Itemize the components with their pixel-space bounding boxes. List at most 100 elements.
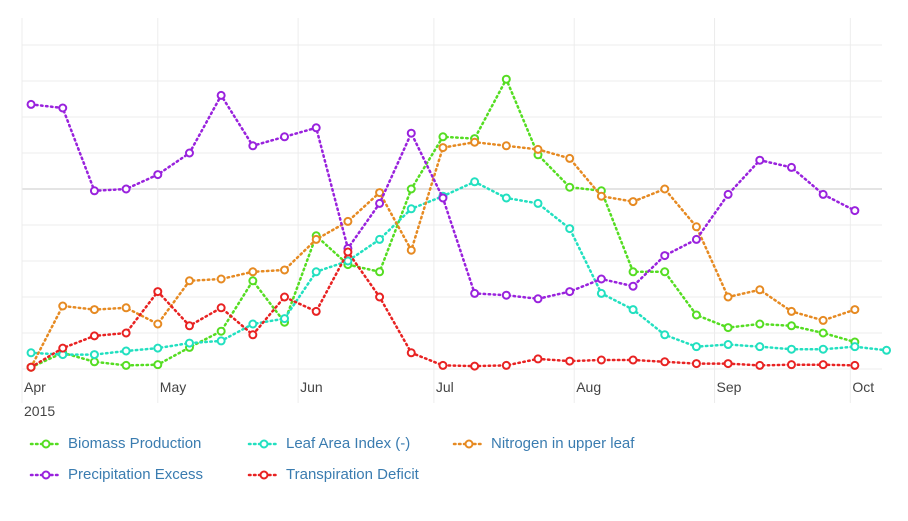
legend-item-biomass-production[interactable]: Biomass Production: [28, 435, 246, 452]
data-point: [786, 344, 796, 354]
data-point: [755, 285, 765, 295]
legend: Biomass Production Leaf Area Index (-) N…: [28, 428, 888, 490]
legend-item-transpiration-deficit[interactable]: Transpiration Deficit: [246, 466, 451, 483]
data-point: [248, 267, 258, 277]
data-point: [343, 247, 353, 257]
series-leaf-area-index: [26, 177, 892, 360]
data-point: [628, 355, 638, 365]
data-point: [786, 306, 796, 316]
data-point: [786, 360, 796, 370]
data-point: [121, 184, 131, 194]
data-point: [565, 182, 575, 192]
x-tick-label: Jun: [300, 379, 323, 395]
data-point: [121, 328, 131, 338]
x-tick-label: Apr: [24, 379, 46, 395]
data-point: [501, 290, 511, 300]
data-point: [184, 338, 194, 348]
data-point: [723, 292, 733, 302]
data-point: [691, 310, 701, 320]
series-nitrogen-in-upper-leaf: [26, 137, 860, 372]
data-point: [406, 348, 416, 358]
x-tick-label: Jul: [436, 379, 454, 395]
data-point: [58, 103, 68, 113]
series-precipitation-excess: [26, 90, 860, 304]
x-tick-label: Sep: [717, 379, 742, 395]
data-point: [153, 287, 163, 297]
data-point: [596, 355, 606, 365]
data-point: [850, 342, 860, 352]
legend-swatch-marker: [41, 439, 51, 448]
data-point: [375, 292, 385, 302]
data-point: [311, 234, 321, 244]
data-point: [153, 343, 163, 353]
data-point: [375, 234, 385, 244]
data-point: [691, 222, 701, 232]
data-point: [818, 328, 828, 338]
x-axis: Apr 2015 May Jun Jul Aug Sep Oct: [24, 379, 874, 419]
data-point: [660, 357, 670, 367]
data-point: [121, 360, 131, 370]
data-point: [660, 330, 670, 340]
data-point: [438, 143, 448, 153]
series-layer: [26, 74, 892, 372]
data-point: [723, 340, 733, 350]
data-point: [691, 342, 701, 352]
legend-item-precipitation-excess[interactable]: Precipitation Excess: [28, 466, 246, 483]
data-point: [438, 193, 448, 203]
data-point: [850, 206, 860, 216]
legend-swatch-biomass-production: [29, 439, 63, 448]
data-point: [660, 267, 670, 277]
data-point: [596, 288, 606, 298]
data-point: [280, 265, 290, 275]
data-point: [280, 132, 290, 142]
data-point: [565, 287, 575, 297]
data-point: [691, 234, 701, 244]
data-point: [470, 177, 480, 187]
data-point: [89, 305, 99, 315]
data-point: [818, 315, 828, 325]
legend-swatch-marker: [464, 439, 474, 448]
data-point: [533, 198, 543, 208]
data-point: [818, 189, 828, 199]
data-point: [691, 359, 701, 369]
data-point: [406, 245, 416, 255]
legend-swatch-leaf-area-index: [247, 439, 281, 448]
data-point: [58, 343, 68, 353]
data-point: [596, 191, 606, 201]
data-point: [311, 306, 321, 316]
data-point: [533, 354, 543, 364]
data-point: [628, 267, 638, 277]
legend-swatch-nitrogen-in-upper-leaf: [452, 439, 486, 448]
data-point: [755, 360, 765, 370]
data-point: [786, 162, 796, 172]
series-line: [29, 180, 888, 356]
legend-item-nitrogen-in-upper-leaf[interactable]: Nitrogen in upper leaf: [451, 435, 669, 452]
legend-item-leaf-area-index[interactable]: Leaf Area Index (-): [246, 435, 451, 452]
data-point: [26, 99, 36, 109]
x-tick-label: May: [160, 379, 186, 395]
data-point: [755, 342, 765, 352]
legend-swatch-marker: [259, 439, 269, 448]
data-point: [850, 305, 860, 315]
data-point: [565, 153, 575, 163]
data-point: [501, 74, 511, 84]
series-transpiration-deficit: [26, 247, 860, 372]
data-point: [375, 188, 385, 198]
data-point: [533, 144, 543, 154]
data-point: [216, 326, 226, 336]
data-point: [343, 216, 353, 226]
data-point: [628, 305, 638, 315]
legend-label: Leaf Area Index (-): [286, 435, 411, 452]
data-point: [501, 141, 511, 151]
legend-row: Precipitation Excess Transpiration Defic…: [28, 459, 888, 490]
data-point: [501, 193, 511, 203]
x-tick-label: Oct: [852, 379, 874, 395]
data-point: [565, 224, 575, 234]
data-point: [882, 345, 892, 355]
data-point: [153, 360, 163, 370]
data-point: [26, 362, 36, 372]
data-point: [89, 331, 99, 341]
line-chart: Apr 2015 May Jun Jul Aug Sep Oct: [21, 18, 892, 419]
data-point: [406, 184, 416, 194]
legend-swatch-precipitation-excess: [29, 470, 63, 479]
